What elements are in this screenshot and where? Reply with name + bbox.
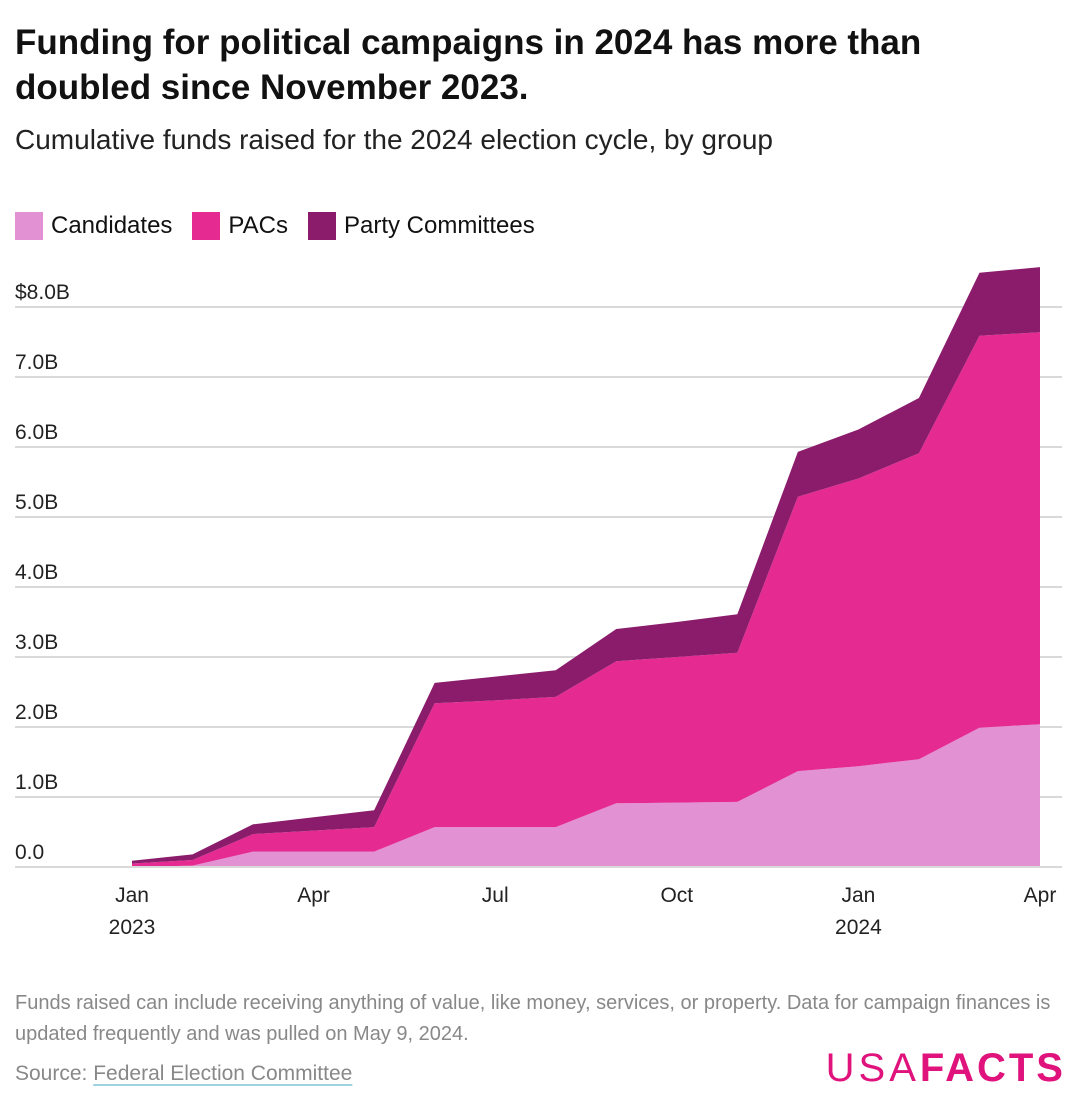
legend-item-party-committees: Party Committees [308,212,535,240]
source-line: Source: Federal Election Committee [15,1062,352,1086]
y-tick-label: 1.0B [15,771,58,794]
x-tick-year-label: 2024 [835,916,882,939]
area-candidates [132,724,1040,867]
y-tick-label: $8.0B [15,281,70,304]
y-tick-label: 7.0B [15,351,58,374]
legend: Candidates PACs Party Committees [15,212,535,240]
logo-usa: USA [825,1046,920,1090]
x-tick-label: Jan [115,884,149,907]
y-tick-label: 6.0B [15,421,58,444]
y-tick-label: 5.0B [15,491,58,514]
usafacts-logo: USAFACTS [826,1046,1066,1091]
legend-swatch-party-committees [308,212,336,240]
y-tick-label: 0.0 [15,841,44,864]
chart-subtitle: Cumulative funds raised for the 2024 ele… [15,124,773,155]
x-tick-label: Jul [482,884,509,907]
x-tick-label: Apr [1024,884,1057,907]
x-tick-label: Apr [297,884,330,907]
x-tick-label: Jan [841,884,875,907]
source-link[interactable]: Federal Election Committee [93,1062,353,1085]
legend-label: PACs [228,212,288,239]
source-label: Source: [15,1062,94,1085]
y-tick-label: 3.0B [15,631,58,654]
area-pacs [132,332,1040,867]
footnote: Funds raised can include receiving anyth… [15,992,1051,1045]
legend-item-candidates: Candidates [15,212,172,240]
legend-swatch-candidates [15,212,43,240]
y-tick-label: 4.0B [15,561,58,584]
legend-label: Party Committees [344,212,535,239]
legend-label: Candidates [51,212,173,239]
y-tick-label: 2.0B [15,701,58,724]
x-tick-year-label: 2023 [109,916,156,939]
legend-swatch-pacs [192,212,221,240]
x-tick-label: Oct [660,884,693,907]
logo-facts: FACTS [919,1046,1066,1090]
chart-title: Funding for political campaigns in 2024 … [15,23,922,107]
legend-item-pacs: PACs [192,212,288,240]
